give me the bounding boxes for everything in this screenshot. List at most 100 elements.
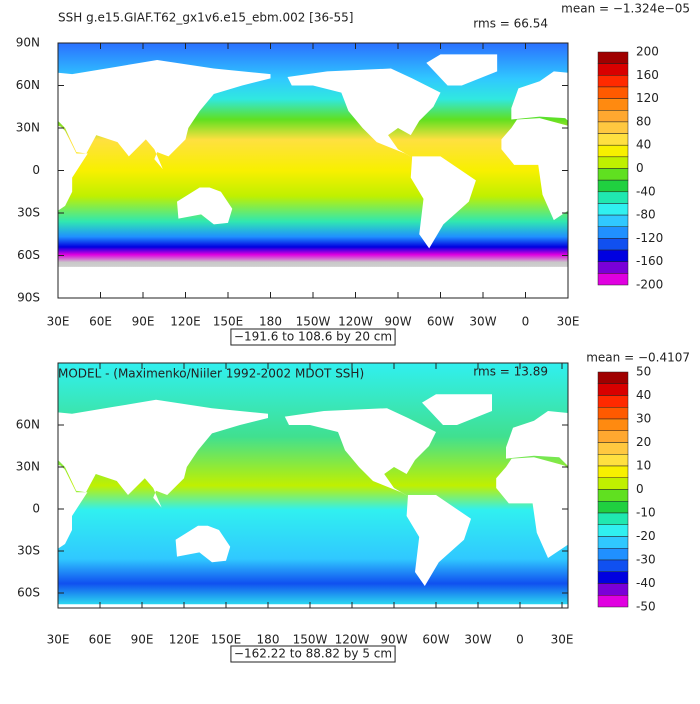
colorbar-swatch bbox=[598, 134, 628, 146]
colorbar-swatch bbox=[598, 238, 628, 250]
colorbar-swatch bbox=[598, 110, 628, 122]
y-tick-label: 60S bbox=[17, 586, 40, 600]
colorbar-label: -40 bbox=[636, 184, 656, 198]
x-tick-label: 0 bbox=[522, 315, 530, 329]
x-tick-label: 30E bbox=[557, 315, 580, 329]
colorbar-label: 80 bbox=[636, 114, 651, 128]
x-tick-label: 150W bbox=[293, 633, 328, 647]
colorbar-swatch bbox=[598, 490, 628, 502]
map-title: MODEL - (Maximenko/Niiler 1992-2002 MDOT… bbox=[58, 367, 364, 381]
y-tick-label: 90N bbox=[16, 36, 40, 50]
colorbar-label: 40 bbox=[636, 138, 651, 152]
colorbar-swatch bbox=[598, 145, 628, 157]
colorbar-swatch bbox=[598, 443, 628, 455]
colorbar-label: 160 bbox=[636, 68, 659, 82]
colorbar-swatch bbox=[598, 273, 628, 285]
colorbar-swatch bbox=[598, 407, 628, 419]
y-tick-label: 30N bbox=[16, 460, 40, 474]
x-tick-label: 150E bbox=[211, 633, 242, 647]
map-title: SSH g.e15.GIAF.T62_gx1v6.e15_ebm.002 [36… bbox=[58, 11, 353, 25]
colorbar-swatch bbox=[598, 501, 628, 513]
colorbar-swatch bbox=[598, 122, 628, 134]
colorbar-swatch bbox=[598, 572, 628, 584]
colorbar-swatch bbox=[598, 227, 628, 239]
y-tick-label: 90S bbox=[17, 291, 40, 305]
range-note: −162.22 to 88.82 by 5 cm bbox=[234, 647, 392, 661]
y-tick-label: 30S bbox=[17, 544, 40, 558]
y-tick-label: 30S bbox=[17, 206, 40, 220]
x-tick-label: 60W bbox=[427, 315, 454, 329]
x-tick-label: 30E bbox=[47, 315, 70, 329]
colorbar-label: -40 bbox=[636, 576, 656, 590]
x-tick-label: 120W bbox=[338, 315, 373, 329]
rms-label: rms = 66.54 bbox=[473, 17, 548, 31]
y-tick-label: 60N bbox=[16, 78, 40, 92]
colorbar-swatch bbox=[598, 75, 628, 87]
x-tick-label: 150W bbox=[296, 315, 331, 329]
x-tick-label: 60E bbox=[89, 633, 112, 647]
colorbar-swatch bbox=[598, 525, 628, 537]
colorbar-label: -50 bbox=[636, 600, 656, 614]
colorbar-label: 10 bbox=[636, 459, 651, 473]
colorbar-label: -10 bbox=[636, 506, 656, 520]
land bbox=[687, 188, 700, 225]
colorbar-label: 0 bbox=[636, 161, 644, 175]
colorbar-swatch bbox=[598, 180, 628, 192]
colorbar-label: 120 bbox=[636, 91, 659, 105]
colorbar-swatch bbox=[598, 466, 628, 478]
colorbar-label: -20 bbox=[636, 529, 656, 543]
x-tick-label: 60E bbox=[89, 315, 112, 329]
land bbox=[0, 604, 268, 635]
colorbar-label: -30 bbox=[636, 553, 656, 567]
colorbar-swatch bbox=[598, 548, 628, 560]
x-tick-label: 60W bbox=[422, 633, 449, 647]
x-tick-label: 120W bbox=[335, 633, 370, 647]
colorbar-swatch bbox=[598, 250, 628, 262]
x-tick-label: 180 bbox=[259, 315, 282, 329]
colorbar-swatch bbox=[598, 513, 628, 525]
x-tick-label: 120E bbox=[169, 633, 200, 647]
y-tick-label: 0 bbox=[32, 502, 40, 516]
map-field bbox=[0, 363, 700, 635]
colorbar-swatch bbox=[598, 478, 628, 490]
colorbar-swatch bbox=[598, 537, 628, 549]
y-tick-label: 60S bbox=[17, 248, 40, 262]
colorbar-label: -200 bbox=[636, 278, 663, 292]
colorbar-swatch bbox=[598, 52, 628, 64]
colorbar-swatch bbox=[598, 99, 628, 111]
x-tick-label: 0 bbox=[516, 633, 524, 647]
x-tick-label: 30E bbox=[47, 633, 70, 647]
colorbar-label: -80 bbox=[636, 208, 656, 222]
x-tick-label: 90W bbox=[384, 315, 411, 329]
colorbar-label: 200 bbox=[636, 45, 659, 59]
colorbar-label: 20 bbox=[636, 435, 651, 449]
colorbar-swatch bbox=[598, 584, 628, 596]
colorbar-label: -160 bbox=[636, 254, 663, 268]
colorbar-swatch bbox=[598, 454, 628, 466]
x-tick-label: 150E bbox=[213, 315, 244, 329]
land bbox=[0, 267, 271, 298]
x-tick-label: 120E bbox=[170, 315, 201, 329]
colorbar-label: 40 bbox=[636, 388, 651, 402]
colorbar-swatch bbox=[598, 595, 628, 607]
colorbar-label: 0 bbox=[636, 482, 644, 496]
colorbar-swatch bbox=[598, 431, 628, 443]
colorbar-swatch bbox=[598, 560, 628, 572]
mean-label: mean = −0.4107 bbox=[586, 351, 690, 365]
colorbar-label: -120 bbox=[636, 231, 663, 245]
colorbar-swatch bbox=[598, 215, 628, 227]
colorbar-swatch bbox=[598, 157, 628, 169]
land bbox=[680, 526, 700, 562]
colorbar-swatch bbox=[598, 64, 628, 76]
x-tick-label: 90E bbox=[132, 315, 155, 329]
map-field bbox=[0, 43, 700, 298]
colorbar-swatch bbox=[598, 419, 628, 431]
colorbar-swatch bbox=[598, 262, 628, 274]
x-tick-label: 180 bbox=[257, 633, 280, 647]
colorbar-swatch bbox=[598, 192, 628, 204]
x-tick-label: 30E bbox=[551, 633, 574, 647]
range-note: −191.6 to 108.6 by 20 cm bbox=[234, 330, 392, 344]
x-tick-label: 90W bbox=[380, 633, 407, 647]
